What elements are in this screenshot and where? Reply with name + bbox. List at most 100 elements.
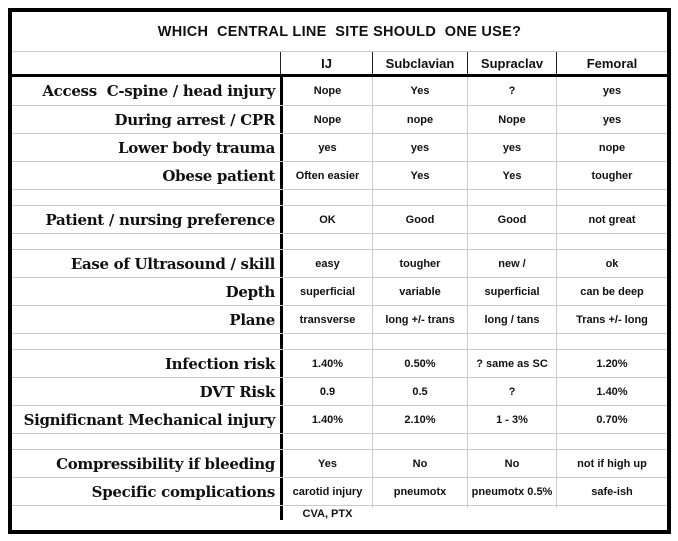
value-cell: Trans +/- long bbox=[556, 306, 667, 333]
value-cell: yes bbox=[467, 134, 556, 161]
value-cell bbox=[556, 434, 667, 449]
value-cell: 0.9 bbox=[280, 378, 372, 405]
value-cell: ok bbox=[556, 250, 667, 277]
value-cell: Yes bbox=[372, 77, 467, 105]
value-cell: can be deep bbox=[556, 278, 667, 305]
spacer-row bbox=[12, 189, 667, 205]
value-cell: yes bbox=[556, 77, 667, 105]
value-cell: yes bbox=[556, 106, 667, 133]
value-cell: 1.40% bbox=[280, 350, 372, 377]
value-cell bbox=[556, 506, 667, 508]
value-cell bbox=[556, 334, 667, 349]
value-cell bbox=[280, 234, 372, 249]
value-cell: tougher bbox=[556, 162, 667, 189]
row-label: DVT Risk bbox=[199, 382, 276, 401]
value-cell: transverse bbox=[280, 306, 372, 333]
table-row: Significnant Mechanical injury 1.40% 2.10%… bbox=[12, 405, 667, 433]
table-row: Patient / nursing preference OK Good Good no… bbox=[12, 205, 667, 233]
row-label: Access C-spine / head injury bbox=[42, 82, 275, 100]
row-label: Patient / nursing preference bbox=[45, 210, 275, 229]
value-cell: 0.70% bbox=[556, 406, 667, 433]
spacer-row bbox=[12, 233, 667, 249]
row-label: Obese patient bbox=[162, 166, 275, 185]
value-cell bbox=[467, 506, 556, 508]
row-label: Plane bbox=[229, 310, 275, 329]
value-cell: pneumotx 0.5% bbox=[467, 478, 556, 505]
value-cell: Often easier bbox=[280, 162, 372, 189]
row-label: Infection risk bbox=[164, 354, 275, 373]
table-row: Plane transverse long +/- trans long / tans… bbox=[12, 305, 667, 333]
value-cell: 1.20% bbox=[556, 350, 667, 377]
value-cell: Nope bbox=[280, 106, 372, 133]
value-cell: variable bbox=[372, 278, 467, 305]
table-header-row: IJ Subclavian Supraclav Femoral bbox=[12, 52, 667, 77]
value-cell: Yes bbox=[467, 162, 556, 189]
value-cell: ? bbox=[467, 378, 556, 405]
value-cell: Nope bbox=[467, 106, 556, 133]
value-cell: yes bbox=[280, 134, 372, 161]
value-cell: easy bbox=[280, 250, 372, 277]
value-cell: Good bbox=[467, 206, 556, 233]
value-cell bbox=[280, 190, 372, 205]
table-row: Specific complications carotid injury pneu… bbox=[12, 477, 667, 505]
row-label bbox=[12, 334, 280, 349]
value-cell: 1.40% bbox=[556, 378, 667, 405]
row-label bbox=[12, 234, 280, 249]
row-label: Ease of Ultrasound / skill bbox=[70, 254, 275, 273]
row-label: Significnant Mechanical injury bbox=[23, 410, 276, 429]
table-row: Ease of Ultrasound / skill easy tougher new… bbox=[12, 249, 667, 277]
table-row: Depth superficial variable superficial can b… bbox=[12, 277, 667, 305]
table-body: Access C-spine / head injury Nope Yes? yes D… bbox=[12, 77, 667, 530]
value-cell: OK bbox=[280, 206, 372, 233]
value-cell: safe-ish bbox=[556, 478, 667, 505]
table-row: DVT Risk 0.9 0.5? 1.40% bbox=[12, 377, 667, 405]
value-cell: superficial bbox=[467, 278, 556, 305]
table-row: During arrest / CPR Nope nope Nope yes bbox=[12, 105, 667, 133]
value-cell: long +/- trans bbox=[372, 306, 467, 333]
table-row: Access C-spine / head injury Nope Yes? yes bbox=[12, 77, 667, 105]
column-header-supraclav: Supraclav bbox=[467, 52, 556, 74]
row-label: During arrest / CPR bbox=[114, 110, 276, 129]
value-cell: 2.10% bbox=[372, 406, 467, 433]
value-cell: 1 - 3% bbox=[467, 406, 556, 433]
value-cell bbox=[467, 434, 556, 449]
value-cell bbox=[372, 234, 467, 249]
value-cell bbox=[556, 190, 667, 205]
row-label: Specific complications bbox=[91, 482, 276, 501]
value-cell: No bbox=[372, 450, 467, 477]
spacer-row bbox=[12, 333, 667, 349]
value-cell bbox=[372, 190, 467, 205]
central-line-comparison-table: WHICH CENTRAL LINE SITE SHOULD ONE USE? … bbox=[8, 8, 671, 534]
value-cell bbox=[372, 334, 467, 349]
value-cell bbox=[372, 506, 467, 508]
spacer-row bbox=[12, 433, 667, 449]
table-row: CVA, PTX bbox=[12, 505, 667, 530]
value-cell: Nope bbox=[280, 77, 372, 105]
value-cell bbox=[372, 434, 467, 449]
value-cell: nope bbox=[372, 106, 467, 133]
header-empty-cell bbox=[12, 52, 280, 74]
value-cell: ? same as SC bbox=[467, 350, 556, 377]
value-cell: not great bbox=[556, 206, 667, 233]
row-label: Depth bbox=[225, 282, 276, 301]
value-cell bbox=[280, 434, 372, 449]
value-cell: pneumotx bbox=[372, 478, 467, 505]
column-header-femoral: Femoral bbox=[556, 52, 667, 74]
table-row: Infection risk 1.40% 0.50%? same as SC 1.20… bbox=[12, 349, 667, 377]
value-cell: Yes bbox=[280, 450, 372, 477]
table-row: Lower body trauma yes yes yes nope bbox=[12, 133, 667, 161]
value-cell: carotid injury bbox=[280, 478, 372, 505]
value-cell: not if high up bbox=[556, 450, 667, 477]
value-cell: Good bbox=[372, 206, 467, 233]
value-cell: 1.40% bbox=[280, 406, 372, 433]
value-cell bbox=[467, 190, 556, 205]
value-cell bbox=[467, 334, 556, 349]
value-cell bbox=[467, 234, 556, 249]
table-title: WHICH CENTRAL LINE SITE SHOULD ONE USE? bbox=[12, 12, 667, 52]
value-cell: No bbox=[467, 450, 556, 477]
value-cell: new / bbox=[467, 250, 556, 277]
column-header-ij: IJ bbox=[280, 52, 372, 74]
value-cell: nope bbox=[556, 134, 667, 161]
row-label bbox=[12, 190, 280, 205]
value-cell bbox=[556, 234, 667, 249]
